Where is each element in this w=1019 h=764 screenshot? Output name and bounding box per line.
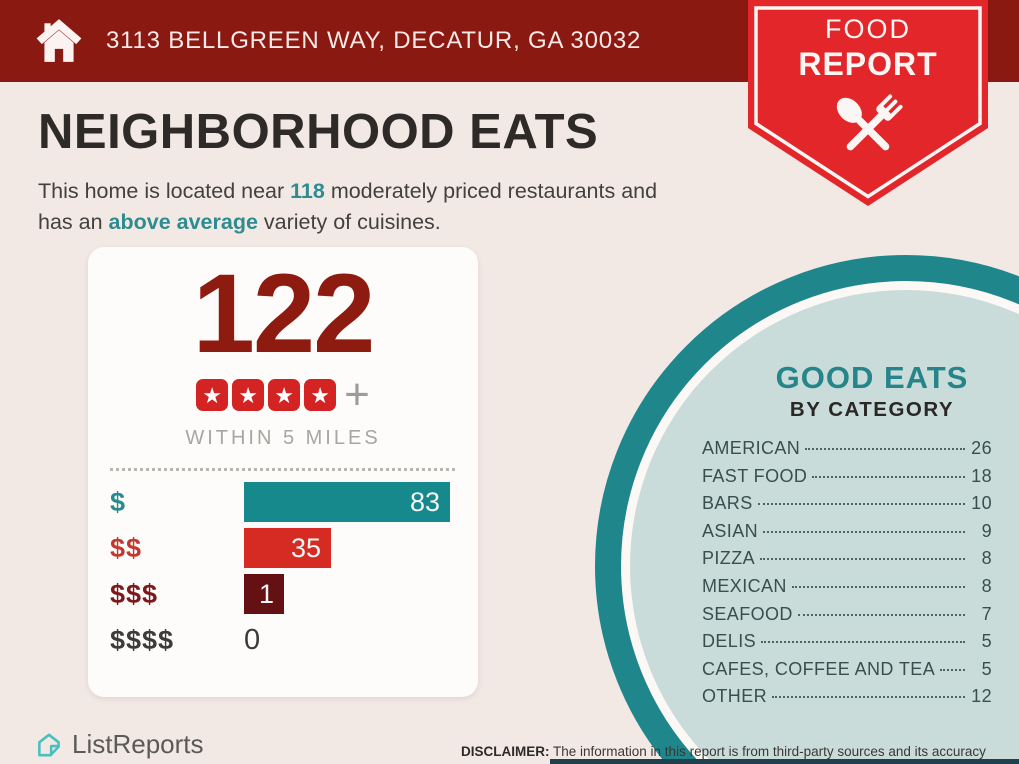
good-eats-subtitle: BY CATEGORY [789, 398, 955, 421]
restaurant-count-highlight: 118 [290, 179, 325, 203]
category-row: SEAFOOD 7 [702, 604, 992, 632]
category-row: ASIAN 9 [702, 521, 992, 549]
price-tier-bar: 83 [244, 482, 450, 523]
page-title: NEIGHBORHOOD EATS [38, 105, 599, 159]
star-icon: ★ [196, 379, 229, 412]
dotted-leader [940, 668, 965, 671]
price-tier-value: 1 [258, 578, 274, 609]
intro-part1: This home is located near [38, 179, 291, 203]
category-row: OTHER 12 [702, 686, 992, 714]
disclaimer-text: DISCLAIMER: The information in this repo… [461, 743, 1017, 764]
brand-name: ListReports [72, 729, 204, 759]
dotted-leader [812, 475, 965, 478]
good-eats-title: GOOD EATS [775, 360, 969, 395]
category-label: FAST FOOD [702, 465, 808, 486]
intro-text: This home is located near 118 moderately… [38, 176, 758, 237]
dotted-leader [772, 696, 965, 699]
spoon-fork-icon [836, 94, 903, 151]
category-count: 9 [981, 520, 992, 541]
category-row: BARS 10 [702, 493, 992, 521]
price-tier-label: $$ [110, 532, 143, 563]
dotted-leader [805, 448, 965, 450]
category-count: 5 [981, 658, 992, 679]
category-label: AMERICAN [702, 438, 801, 458]
dotted-leader [761, 641, 965, 644]
radius-label: WITHIN 5 MILES [185, 427, 381, 450]
category-row: DELIS 5 [702, 631, 992, 659]
price-tier-row: $ 83 [88, 479, 478, 525]
category-label: ASIAN [702, 520, 759, 541]
category-count: 26 [971, 438, 992, 458]
badge-shield-shape [748, 0, 988, 206]
category-label: BARS [702, 493, 753, 514]
summary-card: 122 ★ ★ ★ ★ + WITHIN 5 MILES $ 83 $$ 35 $$$… [88, 247, 478, 697]
dotted-leader [760, 558, 965, 561]
category-count: 10 [971, 493, 992, 514]
restaurant-count: 122 [192, 251, 376, 376]
category-row: PIZZA 8 [702, 548, 992, 576]
category-label: MEXICAN [702, 575, 787, 596]
price-tier-bar: 1 [244, 574, 284, 615]
category-count: 5 [981, 631, 992, 652]
price-tier-row: $$$$ 0 [88, 617, 478, 663]
badge-title-line2: REPORT [798, 46, 938, 82]
bottom-edge-strip [550, 759, 1019, 764]
price-tier-row: $$ 35 [88, 525, 478, 571]
star-icon: ★ [232, 379, 265, 412]
category-row: FAST FOOD 18 [702, 466, 992, 494]
dotted-divider [110, 468, 455, 472]
dotted-leader [797, 613, 965, 616]
listreports-logo: ListReports [34, 729, 204, 760]
price-tier-bar: 0 [244, 620, 260, 660]
category-list: AMERICAN 26 FAST FOOD 18 BARS 10 ASIAN 9 PIZ… [702, 438, 992, 714]
category-count: 8 [981, 548, 992, 569]
good-eats-header: GOOD EATS BY CATEGORY [720, 360, 1019, 422]
price-tier-value: 35 [290, 532, 321, 563]
property-address: 3113 BELLGREEN WAY, DECATUR, GA 30032 [106, 27, 642, 54]
badge-title-line1: FOOD [825, 14, 911, 44]
price-tier-value: 0 [244, 623, 261, 656]
category-label: CAFES, COFFEE AND TEA [702, 658, 936, 679]
dotted-leader [791, 585, 965, 588]
category-label: OTHER [702, 686, 767, 707]
intro-part3: variety of cuisines. [257, 209, 441, 234]
category-label: PIZZA [702, 548, 756, 569]
category-count: 18 [971, 465, 992, 486]
category-row: CAFES, COFFEE AND TEA 5 [702, 659, 992, 687]
star-rating: ★ ★ ★ ★ [196, 379, 337, 412]
star-icon: ★ [268, 379, 301, 412]
category-label: SEAFOOD [702, 603, 793, 624]
disclaimer-label: DISCLAIMER: [461, 743, 550, 759]
price-tier-chart: $ 83 $$ 35 $$$ 1 $$$$ 0 [88, 479, 478, 663]
listreports-house-icon [38, 733, 60, 756]
category-row: AMERICAN 26 [702, 438, 992, 466]
price-tier-label: $ [110, 486, 127, 517]
price-tier-row: $$$ 1 [88, 571, 478, 617]
disclaimer-body: The information in this report is from t… [461, 743, 986, 764]
category-row: MEXICAN 8 [702, 576, 992, 604]
category-count: 12 [971, 686, 992, 707]
dotted-leader [763, 530, 965, 533]
dotted-leader [757, 503, 965, 506]
plus-sign: + [344, 370, 370, 420]
category-count: 7 [981, 603, 992, 624]
price-tier-label: $$$ [110, 578, 159, 609]
price-tier-value: 83 [409, 486, 440, 517]
badge-content: FOOD REPORT [748, 14, 988, 178]
price-tier-bar: 35 [244, 528, 331, 569]
home-icon [34, 18, 84, 64]
rating-row: ★ ★ ★ ★ + [88, 370, 478, 420]
star-icon: ★ [304, 379, 337, 412]
price-tier-label: $$$$ [110, 624, 175, 655]
variety-highlight: above average [108, 209, 258, 234]
category-label: DELIS [702, 631, 757, 652]
category-count: 8 [981, 575, 992, 596]
intro-part2: moderately priced restaurants and has an [38, 179, 658, 234]
food-report-badge: FOOD REPORT [748, 0, 988, 208]
